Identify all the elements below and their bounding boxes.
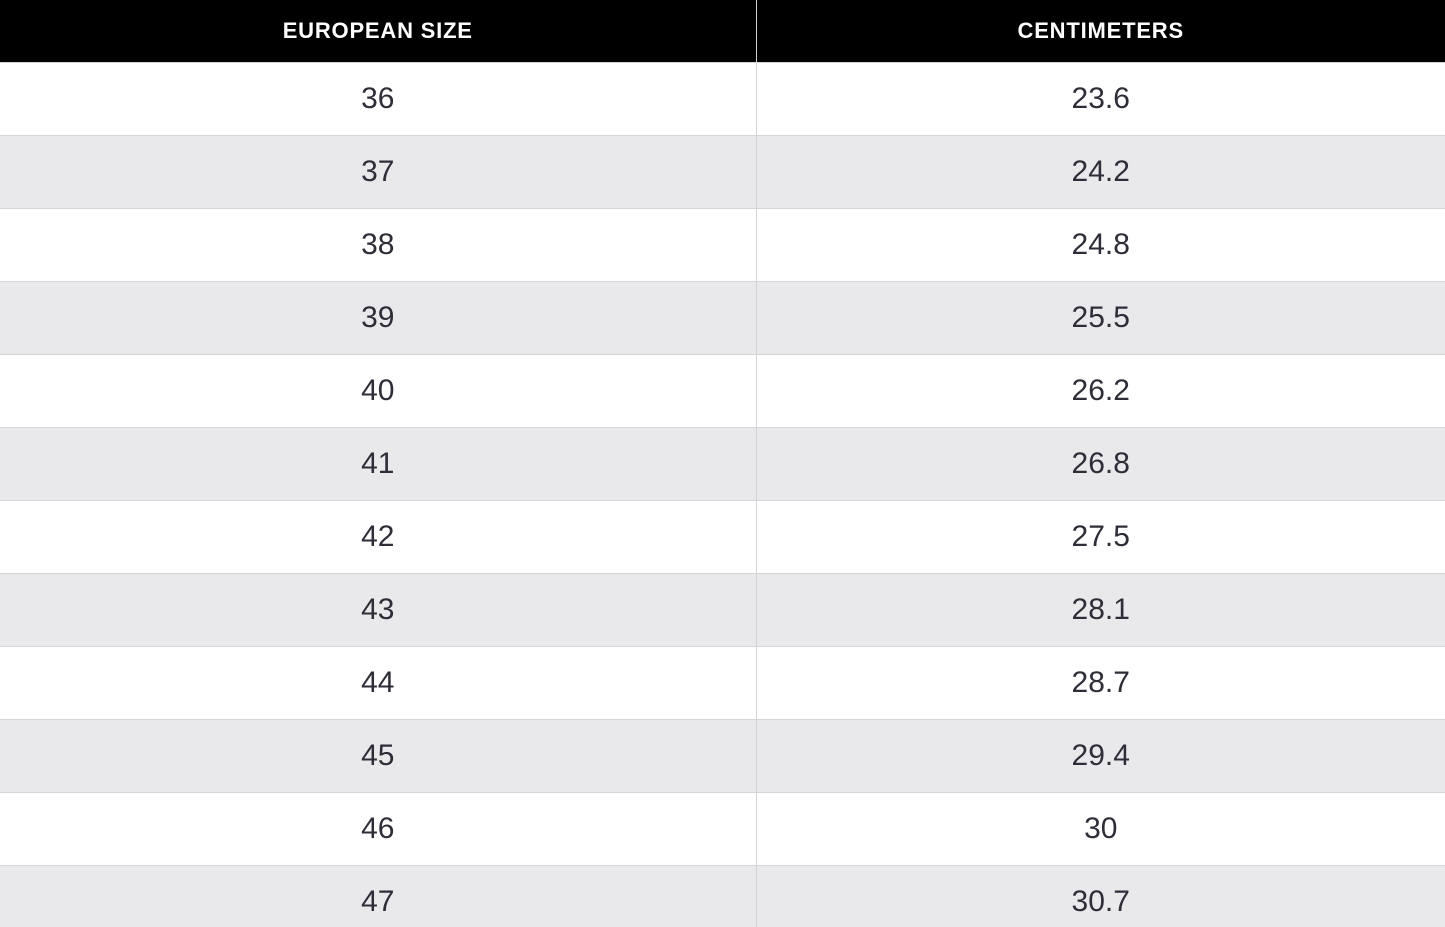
size-cell: 36 (0, 62, 756, 136)
table-row: 47 30.7 (0, 865, 1445, 927)
centimeters-cell: 29.4 (755, 719, 1445, 793)
centimeters-cell: 28.1 (755, 573, 1445, 647)
size-cell: 38 (0, 208, 756, 282)
size-cell: 40 (0, 354, 756, 428)
centimeters-cell: 26.8 (755, 427, 1445, 501)
size-cell: 42 (0, 500, 756, 574)
centimeters-cell: 28.7 (755, 646, 1445, 720)
table-row: 36 23.6 (0, 62, 1445, 136)
size-cell: 44 (0, 646, 756, 720)
table-row: 41 26.8 (0, 427, 1445, 501)
centimeters-cell: 25.5 (755, 281, 1445, 355)
size-cell: 46 (0, 792, 756, 866)
centimeters-cell: 30 (755, 792, 1445, 866)
column-header-centimeters: CENTIMETERS (755, 0, 1445, 63)
table-row: 42 27.5 (0, 500, 1445, 574)
table-row: 38 24.8 (0, 208, 1445, 282)
table-row: 39 25.5 (0, 281, 1445, 355)
size-cell: 37 (0, 135, 756, 209)
table-header: EUROPEAN SIZE CENTIMETERS (0, 0, 1445, 63)
centimeters-cell: 24.8 (755, 208, 1445, 282)
size-cell: 47 (0, 865, 756, 927)
table-body: 36 23.6 37 24.2 38 24.8 39 25.5 40 26.2 41 26.8 42 27… (0, 62, 1445, 927)
centimeters-cell: 23.6 (755, 62, 1445, 136)
size-cell: 43 (0, 573, 756, 647)
table-row: 40 26.2 (0, 354, 1445, 428)
size-cell: 39 (0, 281, 756, 355)
centimeters-cell: 27.5 (755, 500, 1445, 574)
table-row: 45 29.4 (0, 719, 1445, 793)
size-cell: 45 (0, 719, 756, 793)
header-row: EUROPEAN SIZE CENTIMETERS (0, 0, 1445, 63)
column-header-european-size: EUROPEAN SIZE (0, 0, 756, 63)
centimeters-cell: 30.7 (755, 865, 1445, 927)
table-row: 44 28.7 (0, 646, 1445, 720)
centimeters-cell: 24.2 (755, 135, 1445, 209)
table-row: 46 30 (0, 792, 1445, 866)
table-row: 37 24.2 (0, 135, 1445, 209)
size-cell: 41 (0, 427, 756, 501)
centimeters-cell: 26.2 (755, 354, 1445, 428)
table-row: 43 28.1 (0, 573, 1445, 647)
